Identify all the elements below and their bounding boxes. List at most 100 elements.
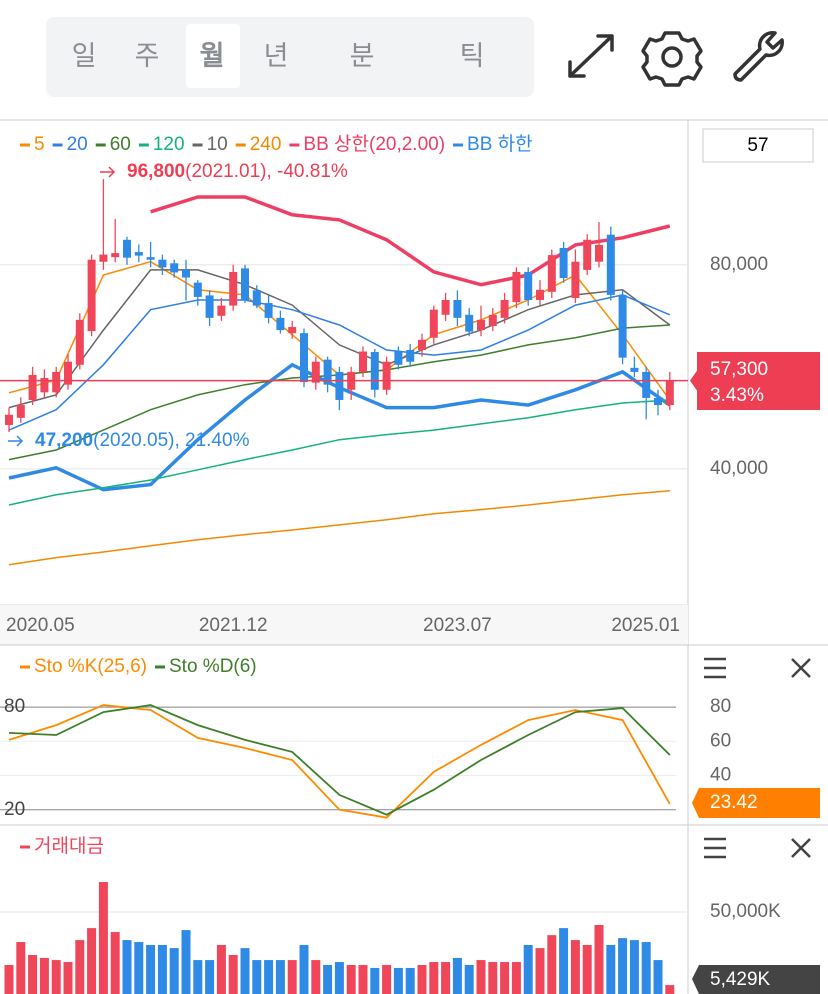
- legend-label: 5: [34, 134, 45, 155]
- candle-body: [134, 252, 143, 256]
- period-tab[interactable]: 틱: [460, 41, 485, 71]
- legend-label: Sto %K(25,6): [34, 656, 147, 677]
- candle-body: [465, 314, 474, 332]
- legend-swatch: [52, 143, 63, 147]
- legend-swatch: [20, 845, 30, 849]
- x-tick-label: 2020.05: [6, 615, 75, 636]
- volume-bar: [240, 948, 250, 994]
- candle-body: [5, 414, 13, 425]
- candle-body: [264, 303, 273, 318]
- legend-swatch: [453, 143, 464, 147]
- volume-bar: [264, 960, 274, 994]
- indicator-line: [150, 195, 671, 287]
- candle-body: [394, 351, 403, 365]
- volume-bar: [63, 962, 73, 994]
- volume-bar: [228, 954, 238, 994]
- tab-selected[interactable]: [186, 24, 240, 88]
- candle-body: [111, 253, 120, 258]
- current-price-badge: [690, 352, 820, 410]
- x-tick-label: 2021.12: [199, 615, 268, 636]
- stochastic-current: 23.42: [710, 792, 758, 813]
- candle-body: [16, 405, 25, 418]
- candle-body: [276, 317, 285, 331]
- candle-body: [146, 257, 155, 260]
- volume-bar: [500, 962, 510, 994]
- legend-label: 240: [250, 134, 282, 155]
- volume-bar: [323, 964, 333, 994]
- legend-label: 10: [207, 134, 228, 155]
- volume-bar: [665, 985, 675, 994]
- period-tab[interactable]: 년: [264, 41, 289, 71]
- volume-bar: [429, 962, 439, 994]
- candle-body: [323, 359, 332, 385]
- volume-bar: [358, 964, 368, 994]
- candle-body: [595, 244, 603, 262]
- volume-bar: [618, 938, 628, 994]
- volume-bar: [452, 957, 462, 994]
- tools-icon[interactable]: [733, 31, 784, 82]
- indicator-line: [8, 399, 670, 506]
- panel-controls[interactable]: [704, 657, 811, 859]
- legend-swatch: [192, 143, 203, 147]
- volume-bar: [205, 960, 215, 994]
- legend-label: 60: [110, 134, 131, 155]
- y-tick-label: 50,000K: [710, 901, 781, 922]
- candle-body: [158, 259, 167, 268]
- volume-bar: [582, 944, 592, 994]
- annotation-price: 47,200: [35, 430, 93, 451]
- candle-body: [64, 361, 72, 385]
- level-label: 20: [4, 799, 25, 820]
- period-tab[interactable]: 주: [135, 41, 160, 71]
- legend-label: BB 상한(20,2.00): [303, 133, 445, 155]
- indicator-line: [8, 294, 671, 431]
- candle-body: [193, 282, 202, 297]
- volume-bar: [122, 940, 132, 994]
- period-tab[interactable]: 분: [350, 41, 375, 71]
- candle-body: [229, 271, 238, 306]
- volume-bar: [370, 967, 380, 994]
- candle-body: [536, 289, 544, 301]
- candle-body: [606, 234, 615, 295]
- legend-swatch: [20, 665, 30, 669]
- candle-body: [630, 367, 639, 372]
- candle-body: [311, 361, 320, 383]
- legend-swatch: [95, 143, 106, 147]
- annotation-detail: (2020.05), 21.40%: [93, 430, 249, 451]
- candle-body: [170, 263, 179, 273]
- current-price: 57,300: [710, 359, 768, 380]
- indicator-line: [8, 490, 670, 566]
- candle-body: [654, 397, 662, 406]
- candle-body: [618, 294, 627, 358]
- candle-body: [123, 239, 131, 258]
- volume-bar: [87, 928, 97, 994]
- volume-bar: [252, 960, 262, 994]
- period-input[interactable]: [702, 128, 814, 163]
- candle-body: [583, 239, 592, 270]
- volume-bar: [334, 962, 344, 994]
- volume-bar: [535, 948, 545, 994]
- legend-label: Sto %D(6): [169, 656, 257, 677]
- volume-bar: [405, 967, 415, 994]
- period-tab[interactable]: 월: [200, 41, 225, 71]
- volume-bar: [134, 942, 144, 994]
- volume-bar: [594, 924, 604, 994]
- candle-body: [559, 247, 568, 279]
- settings-icon[interactable]: [641, 31, 703, 87]
- fullscreen-icon[interactable]: [568, 34, 614, 78]
- x-tick-label: 2025.01: [611, 615, 680, 636]
- legend-swatch: [155, 665, 165, 669]
- legend-label: BB 하한: [467, 133, 533, 155]
- candle-body: [335, 371, 344, 400]
- volume-bar: [39, 957, 49, 994]
- candle-body: [571, 261, 580, 298]
- volume-bar: [181, 930, 191, 994]
- period-tab[interactable]: 일: [72, 41, 97, 71]
- candle-body: [406, 349, 415, 362]
- volume-bar: [299, 944, 309, 994]
- volume-bar: [169, 948, 179, 994]
- candle-body: [40, 378, 49, 393]
- volume-bar: [641, 942, 651, 994]
- period-input-value: 57: [747, 135, 768, 156]
- legend-label: 거래대금: [34, 835, 104, 857]
